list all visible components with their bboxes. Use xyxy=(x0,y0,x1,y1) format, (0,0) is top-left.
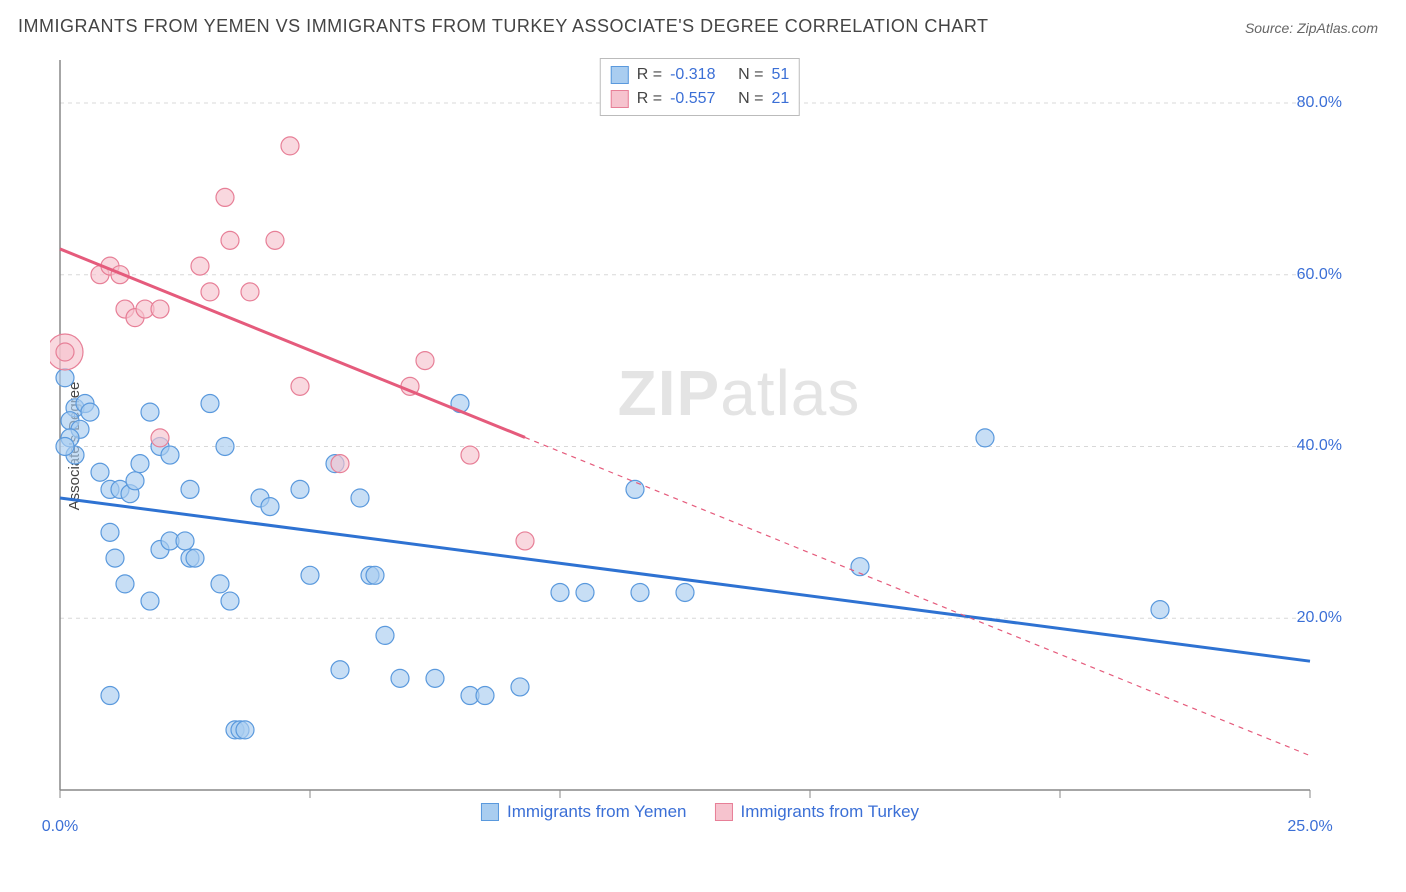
source-prefix: Source: xyxy=(1245,20,1297,36)
bottom-legend: Immigrants from Yemen Immigrants from Tur… xyxy=(481,802,919,822)
y-tick-label: 80.0% xyxy=(1297,94,1350,112)
y-tick-label: 20.0% xyxy=(1297,609,1350,627)
chart-title: IMMIGRANTS FROM YEMEN VS IMMIGRANTS FROM… xyxy=(18,16,989,37)
stats-row: R = -0.318 N = 51 xyxy=(611,63,789,87)
legend-item: Immigrants from Yemen xyxy=(481,802,687,822)
stats-row: R = -0.557 N = 21 xyxy=(611,87,789,111)
plot-area: R =-0.318N =51R =-0.557N =21 ZIPatlas Im… xyxy=(50,50,1350,830)
stats-legend-box: R = -0.318 N = 51 R = -0.557 N = 21 xyxy=(600,58,800,116)
stats-r-value: -0.318 xyxy=(670,63,730,87)
stats-n-value: 21 xyxy=(771,87,789,111)
legend-swatch xyxy=(481,803,499,821)
legend-swatch xyxy=(611,66,629,84)
y-tick-label: 40.0% xyxy=(1297,437,1350,455)
stats-r-label: R = xyxy=(637,87,662,111)
stats-r-label: R = xyxy=(637,63,662,87)
legend-item: Immigrants from Turkey xyxy=(714,802,919,822)
y-tick-label: 60.0% xyxy=(1297,266,1350,284)
stats-n-value: 51 xyxy=(771,63,789,87)
source-name: ZipAtlas.com xyxy=(1297,20,1378,36)
legend-label: Immigrants from Turkey xyxy=(740,802,919,822)
source-credit: Source: ZipAtlas.com xyxy=(1245,20,1378,36)
stats-r-value: -0.557 xyxy=(670,87,730,111)
stats-n-label: N = xyxy=(738,87,763,111)
legend-label: Immigrants from Yemen xyxy=(507,802,687,822)
legend-swatch xyxy=(714,803,732,821)
legend-swatch xyxy=(611,90,629,108)
stats-n-label: N = xyxy=(738,63,763,87)
x-tick-label: 0.0% xyxy=(42,818,78,836)
scatter-chart xyxy=(50,50,1350,830)
x-tick-label: 25.0% xyxy=(1287,818,1332,836)
